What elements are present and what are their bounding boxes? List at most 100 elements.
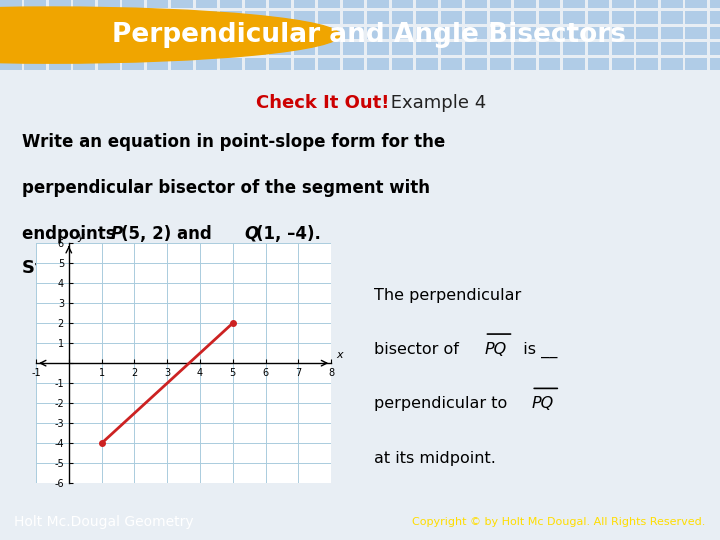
Text: is __: is __ [513,342,558,358]
Bar [269,26,291,39]
Bar [465,26,487,39]
Bar [710,0,720,9]
Bar [661,58,683,70]
Text: Step 1: Step 1 [22,259,87,278]
Bar [367,0,389,9]
Bar [685,42,707,55]
Text: perpendicular to: perpendicular to [374,396,513,411]
Bar [294,0,315,9]
Bar [441,26,462,39]
Text: y: y [77,232,84,242]
Text: (5, 2) and: (5, 2) and [121,225,217,242]
Bar [367,11,389,24]
Bar [392,58,413,70]
Bar [563,26,585,39]
Bar [612,26,634,39]
Bar [24,0,46,9]
Bar [0,58,22,70]
Bar [49,0,71,9]
Bar [0,0,22,9]
Text: x: x [336,350,343,360]
Text: Check It Out!: Check It Out! [256,94,389,112]
Bar [269,42,291,55]
Bar [392,0,413,9]
Bar [539,26,560,39]
Bar [343,58,364,70]
Bar [24,58,46,70]
Bar [685,0,707,9]
Bar [367,42,389,55]
Bar [294,11,315,24]
Bar [196,11,217,24]
Text: The perpendicular: The perpendicular [374,287,522,302]
Bar [710,42,720,55]
Bar [612,11,634,24]
Circle shape [0,7,340,63]
Bar [661,11,683,24]
Bar [220,11,242,24]
Bar [49,42,71,55]
Bar [0,26,22,39]
Bar [636,58,658,70]
Bar [269,0,291,9]
Bar [196,0,217,9]
Bar [245,26,266,39]
Bar [588,26,609,39]
Bar [171,42,193,55]
Bar [612,58,634,70]
Bar [465,58,487,70]
Bar [0,11,22,24]
Bar [73,0,95,9]
Bar [367,26,389,39]
Bar [24,26,46,39]
Bar [0,42,22,55]
Bar [318,11,340,24]
Bar [465,0,487,9]
Bar [49,11,71,24]
Bar [318,58,340,70]
Bar [710,11,720,24]
Bar [539,42,560,55]
Bar [196,42,217,55]
Bar [612,42,634,55]
Bar [98,42,120,55]
Bar [24,42,46,55]
Text: endpoints: endpoints [22,225,121,242]
Bar [490,11,511,24]
Bar [24,11,46,24]
Bar [318,26,340,39]
Bar [416,42,438,55]
Text: Q: Q [245,225,259,242]
Text: .: . [181,259,187,278]
Text: PQ: PQ [485,342,507,357]
Text: PQ: PQ [157,259,182,278]
Bar [196,26,217,39]
Bar [514,42,536,55]
Bar [661,42,683,55]
Bar [416,26,438,39]
Bar [318,42,340,55]
Bar [122,0,144,9]
Bar [588,11,609,24]
Bar [122,42,144,55]
Bar [710,58,720,70]
Bar [514,58,536,70]
Bar [636,0,658,9]
Bar [710,26,720,39]
Bar [245,58,266,70]
Bar [171,58,193,70]
Bar [196,58,217,70]
Bar [73,26,95,39]
Text: at its midpoint.: at its midpoint. [374,450,496,465]
Text: bisector of: bisector of [374,342,464,357]
Bar [416,0,438,9]
Bar [539,11,560,24]
Bar [220,0,242,9]
Bar [588,0,609,9]
Bar [122,11,144,24]
Bar [49,58,71,70]
Text: P: P [110,225,122,242]
Bar [490,0,511,9]
Bar [73,11,95,24]
Text: perpendicular bisector of the segment with: perpendicular bisector of the segment wi… [22,179,430,197]
